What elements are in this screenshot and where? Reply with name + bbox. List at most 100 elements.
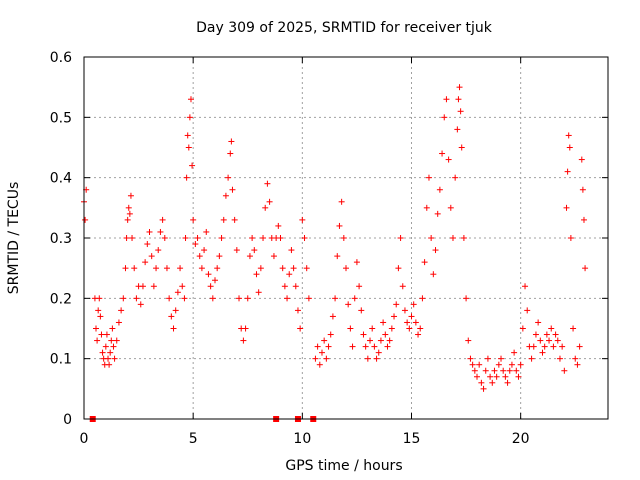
data-point [548,325,555,332]
data-point [97,313,104,320]
data-point [362,343,369,350]
data-point [460,235,467,241]
data-point [299,216,306,223]
data-point [356,283,363,290]
data-point [207,283,214,290]
data-point [554,337,561,344]
data-point [391,313,398,320]
data-point [508,361,515,368]
data-point [144,241,151,248]
data-point [137,301,144,308]
data-point [94,337,101,344]
x-tick-label: 0 [80,431,89,447]
data-point [209,295,216,302]
data-point [184,132,191,139]
data-point [360,331,367,338]
data-point [393,301,400,308]
data-point [434,210,441,217]
data-point [305,295,312,302]
data-point [377,337,384,344]
data-point [318,349,325,356]
data-point [463,295,470,302]
data-point [111,355,118,362]
data-point [511,349,518,356]
data-point [384,343,391,350]
x-tick-label: 10 [293,431,311,447]
data-point [373,355,380,362]
data-point [493,373,500,380]
data-point [279,265,286,272]
data-point [491,367,498,374]
data-point [353,259,360,266]
data-point [262,204,269,211]
data-point [205,271,212,278]
data-point [423,204,430,211]
data-point [118,307,125,314]
data-point [399,283,406,290]
data-point [264,180,271,187]
data-point [471,367,478,374]
data-point [96,295,103,302]
data-point [182,235,189,241]
data-point [163,265,170,272]
data-point [212,277,218,284]
data-point [502,373,509,380]
data-point [441,114,448,121]
data-point [327,331,334,338]
data-point [172,307,179,314]
data-point [382,331,389,338]
data-point [404,319,411,326]
x-tick-label: 5 [189,431,198,447]
axis-ticks [83,56,608,420]
data-point [367,337,374,344]
data-point [290,265,297,272]
data-point [244,295,251,302]
data-point [139,283,146,290]
data-point [388,325,395,332]
data-point [522,283,529,290]
data-point [552,331,559,338]
data-point [506,367,513,374]
data-point [231,216,238,223]
data-point [170,325,177,332]
data-point [336,222,343,229]
data-point [347,325,354,332]
data-point [452,174,459,181]
data-point [456,84,463,91]
data-point [159,216,166,223]
data-point [563,204,570,211]
data-points [81,84,589,392]
data-point [103,331,110,338]
data-point [580,216,587,223]
data-point [284,295,291,302]
data-point [329,313,336,320]
data-point [168,313,175,320]
data-point [155,247,162,254]
data-point [572,355,579,362]
data-point [281,283,288,290]
data-point [408,313,415,320]
data-point [410,301,417,308]
data-point [443,96,450,103]
data-point [312,355,319,362]
data-point [251,247,258,254]
data-point [192,241,199,248]
x-tick-label: 20 [512,431,530,447]
data-point [126,210,133,217]
data-point [524,307,531,314]
data-point [227,150,234,157]
data-point [125,204,132,211]
data-point [550,343,557,350]
data-point [386,337,393,344]
data-point [332,295,339,302]
data-point [216,253,223,260]
data-point [406,325,413,332]
data-point [214,265,221,272]
data-point [288,247,295,254]
data-point [177,265,184,272]
data-point [358,307,365,314]
data-point [457,108,464,115]
data-point [82,216,89,223]
y-tick-label: 0.3 [50,231,72,247]
data-point [576,343,583,350]
